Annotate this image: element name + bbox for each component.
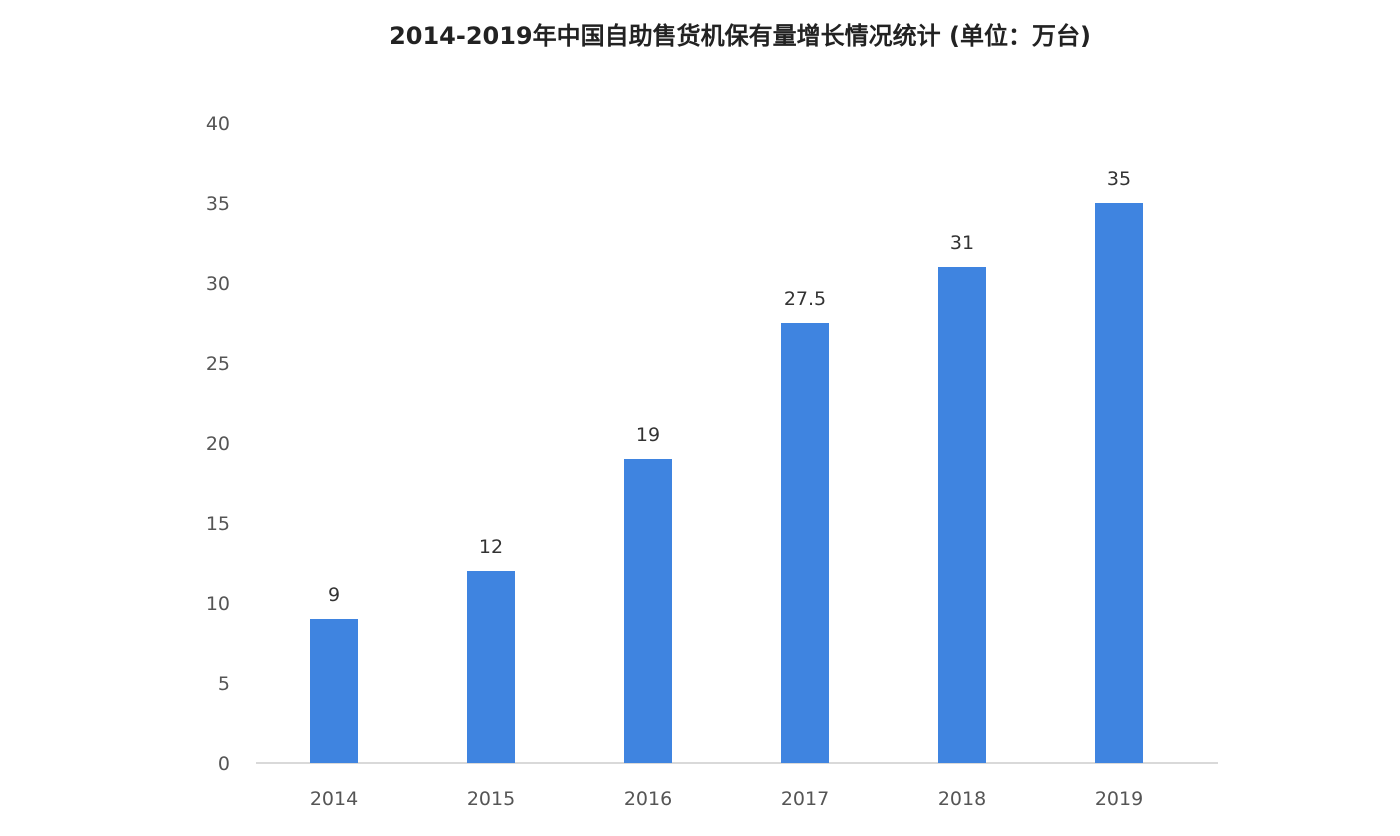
x-tick-label: 2014 — [310, 788, 358, 810]
y-tick-label: 25 — [206, 353, 230, 375]
data-label: 9 — [328, 584, 340, 606]
data-label: 31 — [950, 232, 974, 254]
y-tick-label: 10 — [206, 593, 230, 615]
bar-2018 — [938, 267, 986, 763]
x-tick-label: 2016 — [624, 788, 672, 810]
bar-2014 — [310, 619, 358, 763]
y-tick-label: 40 — [206, 113, 230, 135]
y-tick-label: 5 — [218, 673, 230, 695]
x-tick-label: 2015 — [467, 788, 515, 810]
x-tick-label: 2019 — [1095, 788, 1143, 810]
bar-2017 — [781, 323, 829, 763]
data-label: 35 — [1107, 168, 1131, 190]
bar-2016 — [624, 459, 672, 763]
x-tick-label: 2017 — [781, 788, 829, 810]
y-tick-label: 30 — [206, 273, 230, 295]
data-label: 12 — [479, 536, 503, 558]
y-tick-label: 35 — [206, 193, 230, 215]
data-label: 27.5 — [784, 288, 826, 310]
x-tick-label: 2018 — [938, 788, 986, 810]
y-tick-label: 20 — [206, 433, 230, 455]
data-label: 19 — [636, 424, 660, 446]
y-tick-label: 0 — [218, 753, 230, 775]
bar-2019 — [1095, 203, 1143, 763]
bar-2015 — [467, 571, 515, 763]
chart-title: 2014-2019年中国自助售货机保有量增长情况统计 (单位：万台) — [389, 22, 1091, 50]
y-tick-label: 15 — [206, 513, 230, 535]
